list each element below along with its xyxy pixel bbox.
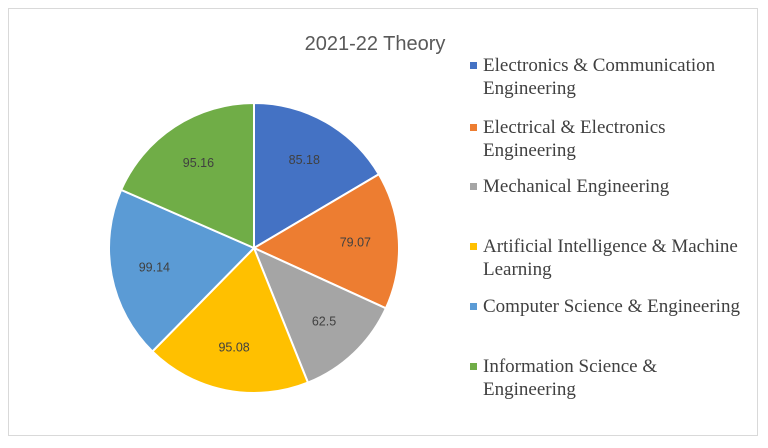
pie-slice-aiml: [150, 246, 310, 394]
pie-slice-cse: [108, 188, 256, 353]
legend-label: Electronics & Communication Engineering: [483, 55, 716, 99]
pie-slice-ece: [253, 101, 381, 250]
legend-label: Computer Science & Engineering: [483, 296, 740, 317]
data-label-cse: 99.14: [139, 260, 170, 274]
legend-label: Artificial Intelligence & Machine Learni…: [483, 236, 738, 280]
chart-title: 2021-22 Theory: [304, 33, 446, 55]
legend-swatch: [470, 124, 477, 131]
data-label-eee: 79.07: [340, 236, 371, 250]
legend-swatch: [470, 183, 477, 190]
pie-slice-eee: [251, 172, 400, 310]
legend-label: Electrical & Electronics Engineering: [483, 117, 666, 161]
data-label-mech: 62.5: [312, 314, 336, 328]
legend-label: Information Science & Engineering: [483, 356, 658, 400]
data-label-ise: 95.16: [183, 156, 214, 170]
legend-swatch: [470, 243, 477, 250]
data-label-aiml: 95.08: [218, 341, 249, 355]
pie-slice-mech: [252, 246, 388, 384]
legend-swatch: [470, 303, 477, 310]
legend-swatch: [470, 62, 477, 69]
data-label-ece: 85.18: [289, 153, 320, 167]
legend-swatch: [470, 363, 477, 370]
legend-label: Mechanical Engineering: [483, 176, 670, 197]
pie-slice-ise: [119, 101, 255, 250]
